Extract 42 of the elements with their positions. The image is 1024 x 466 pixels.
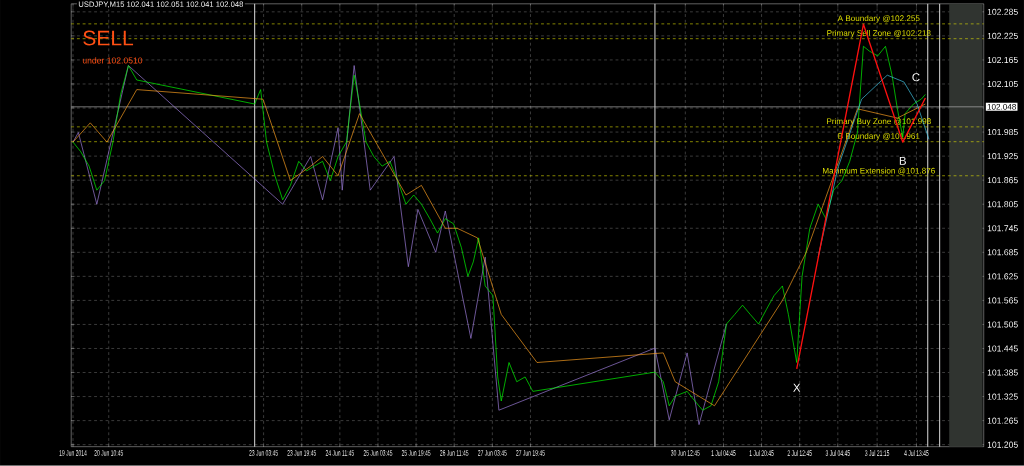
- x-tick-label: 23 Jun 19:45: [287, 450, 317, 456]
- x-tick-label: 24 Jun 11:45: [325, 450, 355, 456]
- x-tick-label: 20 Jun 10:45: [94, 450, 124, 456]
- x-tick-label: 1 Jul 04:45: [711, 450, 736, 457]
- x-tick-label: 25 Jun 19:45: [401, 450, 431, 456]
- x-tick-label: 4 Jul 13:45: [904, 450, 929, 457]
- x-tick-label: 26 Jun 11:45: [440, 450, 469, 456]
- x-tick-label: 3 Jul 21:15: [865, 450, 890, 457]
- ref-line-label: A Boundary @102.255: [837, 15, 920, 23]
- y-tick-label: 101.805: [987, 201, 1018, 208]
- x-tick-label: 30 Jun 12:45: [670, 450, 700, 456]
- x-tick-label: 1 Jul 20:45: [749, 450, 774, 457]
- y-tick-label: 101.325: [987, 393, 1018, 400]
- y-tick-label: 101.625: [987, 273, 1018, 280]
- y-tick-label: 101.865: [987, 177, 1018, 184]
- x-tick-label: 23 Jun 03:45: [249, 450, 278, 456]
- y-tick-label: 101.565: [987, 297, 1018, 304]
- x-tick-label: 27 Jun 19:45: [516, 450, 545, 456]
- x-tick-label: 27 Jun 03:45: [478, 450, 507, 456]
- y-tick-label: 101.445: [987, 345, 1018, 352]
- x-tick-label: 25 Jun 03:45: [363, 450, 393, 456]
- annotation: C: [912, 73, 920, 82]
- y-tick-label: 101.505: [987, 321, 1018, 328]
- y-tick-label: 102.285: [987, 8, 1018, 15]
- y-tick-label: 102.105: [987, 81, 1018, 88]
- y-tick-label: 101.205: [987, 441, 1018, 448]
- y-tick-label: 101.985: [987, 129, 1018, 136]
- annotation: under 102.0510: [82, 57, 143, 64]
- y-tick-label: 101.265: [987, 417, 1018, 424]
- annotation: X: [793, 383, 801, 392]
- annotation: SELL: [83, 30, 134, 46]
- annotation: B: [899, 157, 906, 165]
- x-tick-label: 3 Jul 04:45: [825, 450, 850, 457]
- y-tick-label: 102.225: [987, 32, 1018, 40]
- y-tick-label: 102.165: [987, 56, 1018, 64]
- y-tick-label: 101.385: [987, 369, 1018, 376]
- y-tick-label: 101.745: [987, 225, 1018, 232]
- x-tick-label: 19 Jun 2014: [59, 450, 87, 456]
- x-tick-label: 2 Jul 12:45: [787, 450, 812, 457]
- ref-line-label: 102.048: [987, 104, 1016, 110]
- y-tick-label: 101.925: [987, 153, 1018, 160]
- y-tick-label: 101.685: [987, 249, 1018, 256]
